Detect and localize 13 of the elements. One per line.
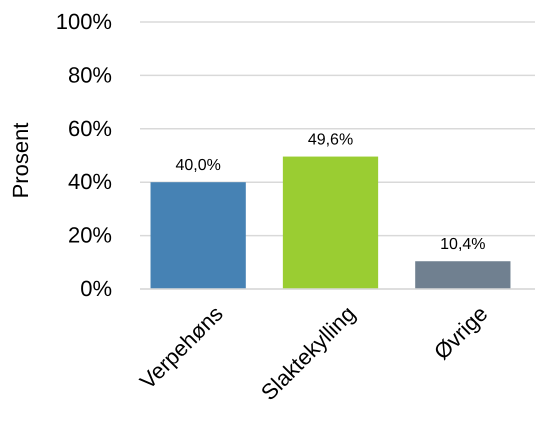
bar [150,182,246,289]
data-label: 49,6% [308,132,354,149]
data-label: 10,4% [440,236,486,254]
y-tick-label: 100% [56,9,112,34]
y-tick-label: 80% [68,62,112,88]
y-tick-label: 40% [68,169,112,194]
y-tick-label: 20% [68,222,112,248]
bar [282,156,378,289]
y-tick-label: 0% [80,276,112,302]
y-tick-label: 60% [68,116,112,141]
data-label: 40,0% [175,157,221,174]
y-axis-title: Prosent [8,122,33,198]
bar [415,261,510,289]
